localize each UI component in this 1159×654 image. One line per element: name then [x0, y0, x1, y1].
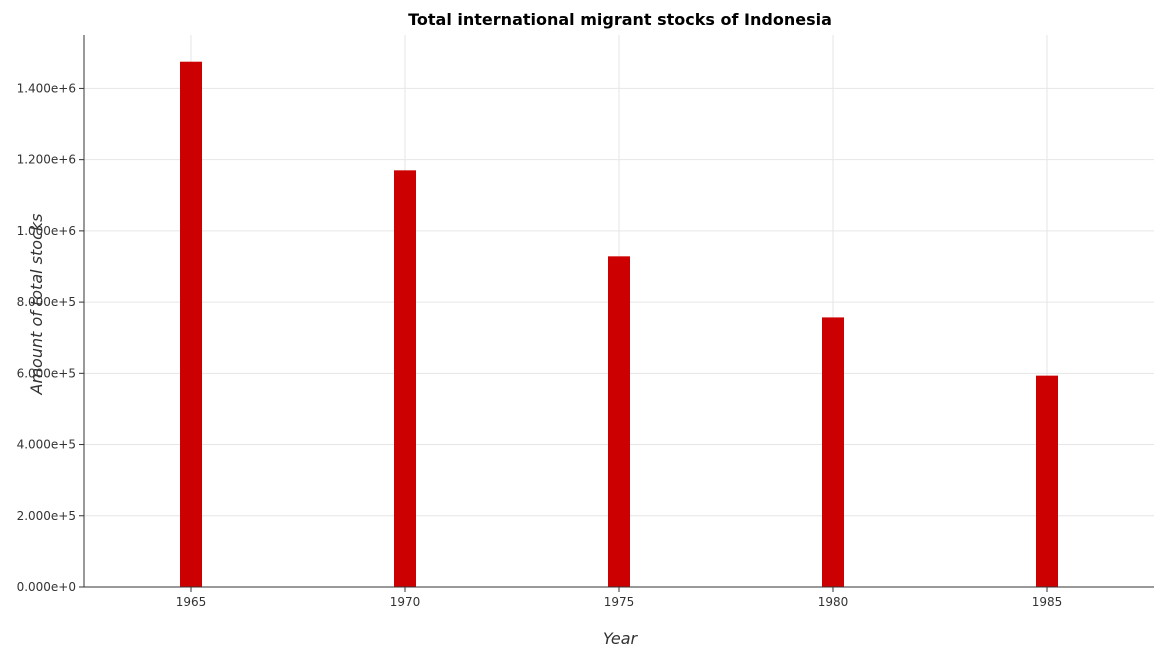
x-tick-label: 1970 — [390, 595, 421, 609]
chart-title: Total international migrant stocks of In… — [408, 10, 832, 29]
bar-1985 — [1036, 375, 1058, 587]
tick-labels: 0.000e+0 2.000e+5 4.000e+5 6.000e+5 8.000e+5… — [17, 81, 1063, 609]
y-tick-label: 0.000e+0 — [17, 580, 76, 594]
y-tick-label: 4.000e+5 — [17, 438, 76, 452]
bar-1970 — [394, 170, 416, 587]
y-axis-label: Amount of total stocks — [27, 214, 46, 396]
y-tick-label: 1.400e+6 — [17, 81, 76, 95]
y-tick-label: 8.000e+5 — [17, 295, 76, 309]
axes — [79, 35, 1154, 592]
bar-1965 — [180, 61, 202, 588]
bar-1980 — [822, 317, 844, 587]
x-axis-label: Year — [603, 629, 639, 648]
x-tick-label: 1985 — [1032, 595, 1063, 609]
x-tick-label: 1975 — [604, 595, 635, 609]
x-tick-label: 1965 — [176, 595, 207, 609]
y-tick-label: 6.000e+5 — [17, 366, 76, 380]
x-tick-label: 1980 — [818, 595, 849, 609]
y-tick-label: 2.000e+5 — [17, 509, 76, 523]
y-tick-label: 1.200e+6 — [17, 153, 76, 167]
bars — [180, 61, 1058, 588]
y-tick-label: 1.000e+6 — [17, 224, 76, 238]
bar-1975 — [608, 256, 630, 587]
